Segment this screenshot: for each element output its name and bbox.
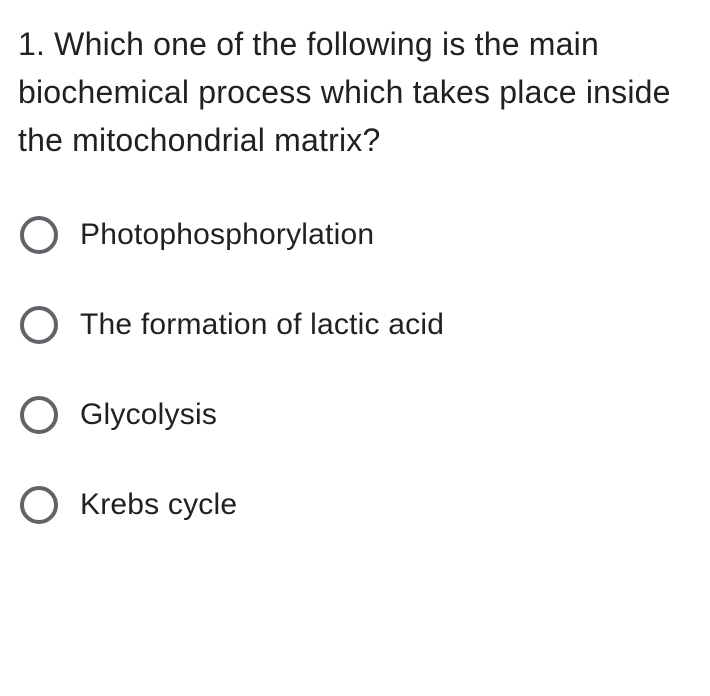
option-label: The formation of lactic acid	[80, 308, 444, 342]
option-label: Photophosphorylation	[80, 218, 374, 252]
radio-icon[interactable]	[20, 216, 58, 254]
radio-icon[interactable]	[20, 396, 58, 434]
option-label: Glycolysis	[80, 398, 217, 432]
option-row[interactable]: The formation of lactic acid	[20, 306, 692, 344]
question-text: 1. Which one of the following is the mai…	[18, 20, 692, 164]
options-list: Photophosphorylation The formation of la…	[18, 216, 692, 524]
option-row[interactable]: Glycolysis	[20, 396, 692, 434]
option-label: Krebs cycle	[80, 488, 237, 522]
option-row[interactable]: Photophosphorylation	[20, 216, 692, 254]
radio-icon[interactable]	[20, 486, 58, 524]
radio-icon[interactable]	[20, 306, 58, 344]
option-row[interactable]: Krebs cycle	[20, 486, 692, 524]
